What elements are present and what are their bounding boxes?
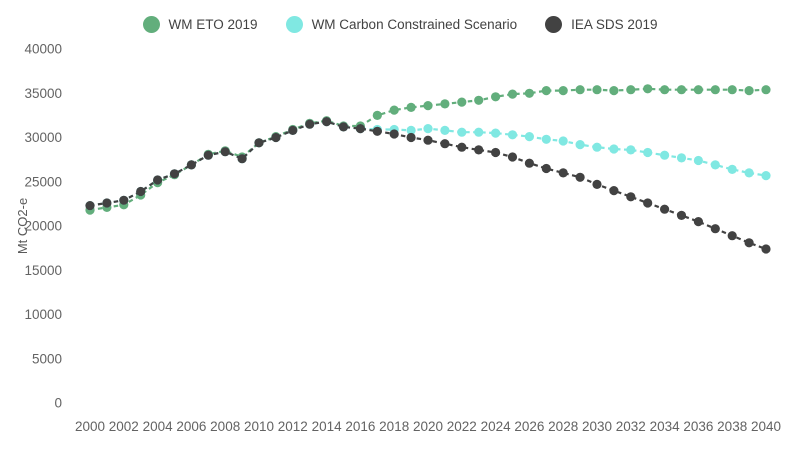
svg-text:2038: 2038 [717, 419, 747, 434]
svg-text:2016: 2016 [345, 419, 375, 434]
svg-text:2006: 2006 [176, 419, 206, 434]
svg-text:2010: 2010 [244, 419, 274, 434]
svg-text:2036: 2036 [683, 419, 713, 434]
svg-text:2012: 2012 [278, 419, 308, 434]
chart-legend: WM ETO 2019 WM Carbon Constrained Scenar… [0, 16, 800, 33]
svg-text:2002: 2002 [109, 419, 139, 434]
y-axis-ticks: 0 5000 10000 15000 20000 25000 30000 35000 40000 [24, 42, 62, 411]
svg-text:0: 0 [54, 396, 62, 411]
series-wm-eto-2019 [85, 84, 771, 215]
series-iea-sds-2019 [85, 117, 771, 254]
svg-text:2028: 2028 [548, 419, 578, 434]
svg-text:2024: 2024 [481, 419, 512, 434]
svg-text:30000: 30000 [24, 130, 62, 145]
legend-label: WM ETO 2019 [168, 17, 258, 32]
wm-carbon-constrained-legend-dot-icon [285, 16, 303, 33]
svg-text:2008: 2008 [210, 419, 240, 434]
svg-text:2022: 2022 [447, 419, 477, 434]
svg-text:40000: 40000 [24, 42, 62, 57]
svg-text:2026: 2026 [514, 419, 544, 434]
legend-label: WM Carbon Constrained Scenario [311, 17, 518, 32]
wm-eto-2019-legend-dot-icon [142, 16, 160, 33]
svg-text:2040: 2040 [751, 419, 781, 434]
svg-text:35000: 35000 [24, 86, 62, 101]
svg-text:20000: 20000 [24, 219, 62, 234]
legend-item-wm-carbon-constrained[interactable]: WM Carbon Constrained Scenario [285, 16, 518, 33]
svg-text:25000: 25000 [24, 174, 62, 189]
svg-text:2004: 2004 [143, 419, 174, 434]
svg-text:2018: 2018 [379, 419, 409, 434]
svg-text:15000: 15000 [24, 263, 62, 278]
x-axis-ticks: 2000 2002 2004 2006 2008 2010 2012 2014 2016 2018… [75, 419, 781, 434]
legend-item-wm-eto-2019[interactable]: WM ETO 2019 [142, 16, 258, 33]
svg-text:2032: 2032 [616, 419, 646, 434]
svg-text:2014: 2014 [312, 419, 343, 434]
svg-text:2020: 2020 [413, 419, 443, 434]
legend-item-iea-sds-2019[interactable]: IEA SDS 2019 [545, 16, 657, 33]
y-axis-title: Mt CO2-e [15, 198, 30, 254]
svg-text:10000: 10000 [24, 307, 62, 322]
svg-text:2000: 2000 [75, 419, 105, 434]
svg-text:2030: 2030 [582, 419, 612, 434]
svg-text:5000: 5000 [32, 351, 62, 366]
svg-text:2034: 2034 [650, 419, 681, 434]
legend-label: IEA SDS 2019 [571, 17, 658, 32]
iea-sds-2019-legend-dot-icon [545, 16, 563, 33]
